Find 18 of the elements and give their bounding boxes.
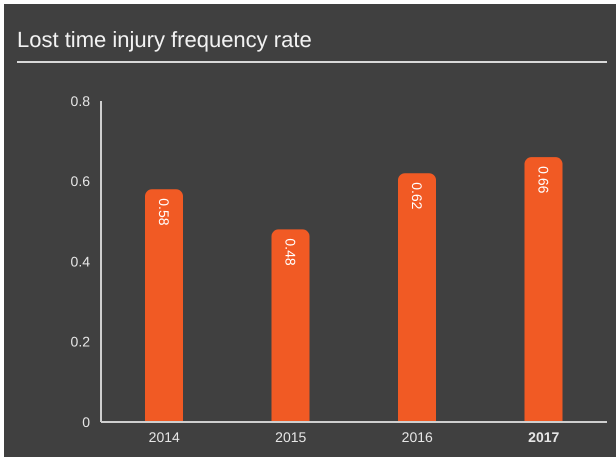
data-label: 0.62 — [409, 182, 425, 210]
y-tick-label: 0 — [82, 414, 90, 430]
data-label: 0.66 — [536, 166, 552, 194]
x-tick-label: 2014 — [148, 429, 180, 445]
y-tick-label: 0.8 — [70, 92, 90, 109]
x-tick-label: 2015 — [275, 429, 307, 445]
data-label: 0.48 — [282, 238, 298, 266]
x-tick-label: 2017 — [528, 429, 560, 445]
bar — [272, 229, 310, 422]
bar — [524, 157, 562, 422]
bar — [398, 173, 436, 422]
bar — [145, 189, 183, 422]
y-tick-label: 0.4 — [70, 253, 90, 270]
y-tick-label: 0.2 — [70, 334, 90, 350]
data-label: 0.58 — [156, 198, 172, 226]
chart-title: Lost time injury frequency rate — [17, 27, 312, 53]
y-tick-label: 0.6 — [70, 173, 90, 190]
x-tick-label: 2016 — [402, 429, 434, 445]
